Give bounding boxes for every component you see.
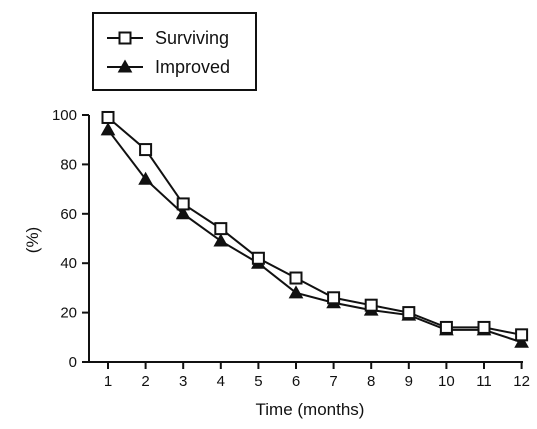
data-point-improved (514, 334, 529, 348)
y-tick-label: 40 (60, 255, 77, 272)
legend-box (92, 12, 257, 91)
legend: Surviving Improved (92, 12, 257, 91)
data-point-surviving (251, 251, 265, 265)
data-point-surviving (515, 328, 529, 342)
x-tick-label: 5 (254, 373, 262, 390)
data-point-improved (138, 171, 153, 185)
series-line-surviving (107, 116, 522, 336)
x-tick-label: 8 (367, 373, 375, 390)
x-tick-label: 1 (104, 373, 112, 390)
y-axis-title: (%) (23, 227, 42, 253)
x-tick-label: 4 (217, 373, 225, 390)
x-axis-title: Time (months) (256, 400, 365, 419)
data-point-surviving (477, 320, 491, 334)
data-point-improved (175, 206, 191, 220)
x-tick-label: 3 (179, 373, 187, 390)
legend-item-improved: Improved (107, 57, 230, 77)
y-tick-label: 80 (60, 156, 77, 173)
y-tick-label: 20 (60, 305, 77, 322)
legend-marker-surviving (118, 31, 132, 45)
data-point-surviving (139, 143, 153, 157)
legend-label-surviving: Surviving (155, 28, 229, 48)
series-surviving (101, 110, 529, 342)
y-tick-label: 0 (69, 354, 77, 371)
x-tick-label: 12 (513, 373, 530, 390)
x-tick-label: 11 (476, 373, 492, 390)
data-point-improved (100, 122, 116, 136)
x-tick-label: 10 (438, 373, 455, 390)
data-point-surviving (439, 320, 453, 334)
data-point-surviving (214, 222, 228, 236)
legend-item-surviving: Surviving (107, 28, 229, 48)
x-tick-label: 9 (405, 373, 413, 390)
data-point-surviving (101, 110, 115, 124)
data-point-surviving (327, 291, 341, 305)
data-point-improved (213, 233, 229, 247)
plot-area (100, 110, 529, 348)
legend-marker-improved (117, 59, 133, 73)
data-point-surviving (176, 197, 190, 211)
data-point-surviving (402, 306, 416, 320)
x-tick-label: 6 (292, 373, 300, 390)
data-point-surviving (364, 298, 378, 312)
series-line-improved (107, 129, 522, 344)
x-tick-label: 2 (141, 373, 149, 390)
legend-label-improved: Improved (155, 57, 230, 77)
y-tick-label: 60 (60, 206, 77, 223)
data-point-surviving (289, 271, 303, 285)
x-tick-label: 7 (329, 373, 337, 390)
data-point-improved (288, 285, 304, 299)
series-improved (100, 122, 529, 348)
y-tick-label: 100 (52, 107, 77, 124)
